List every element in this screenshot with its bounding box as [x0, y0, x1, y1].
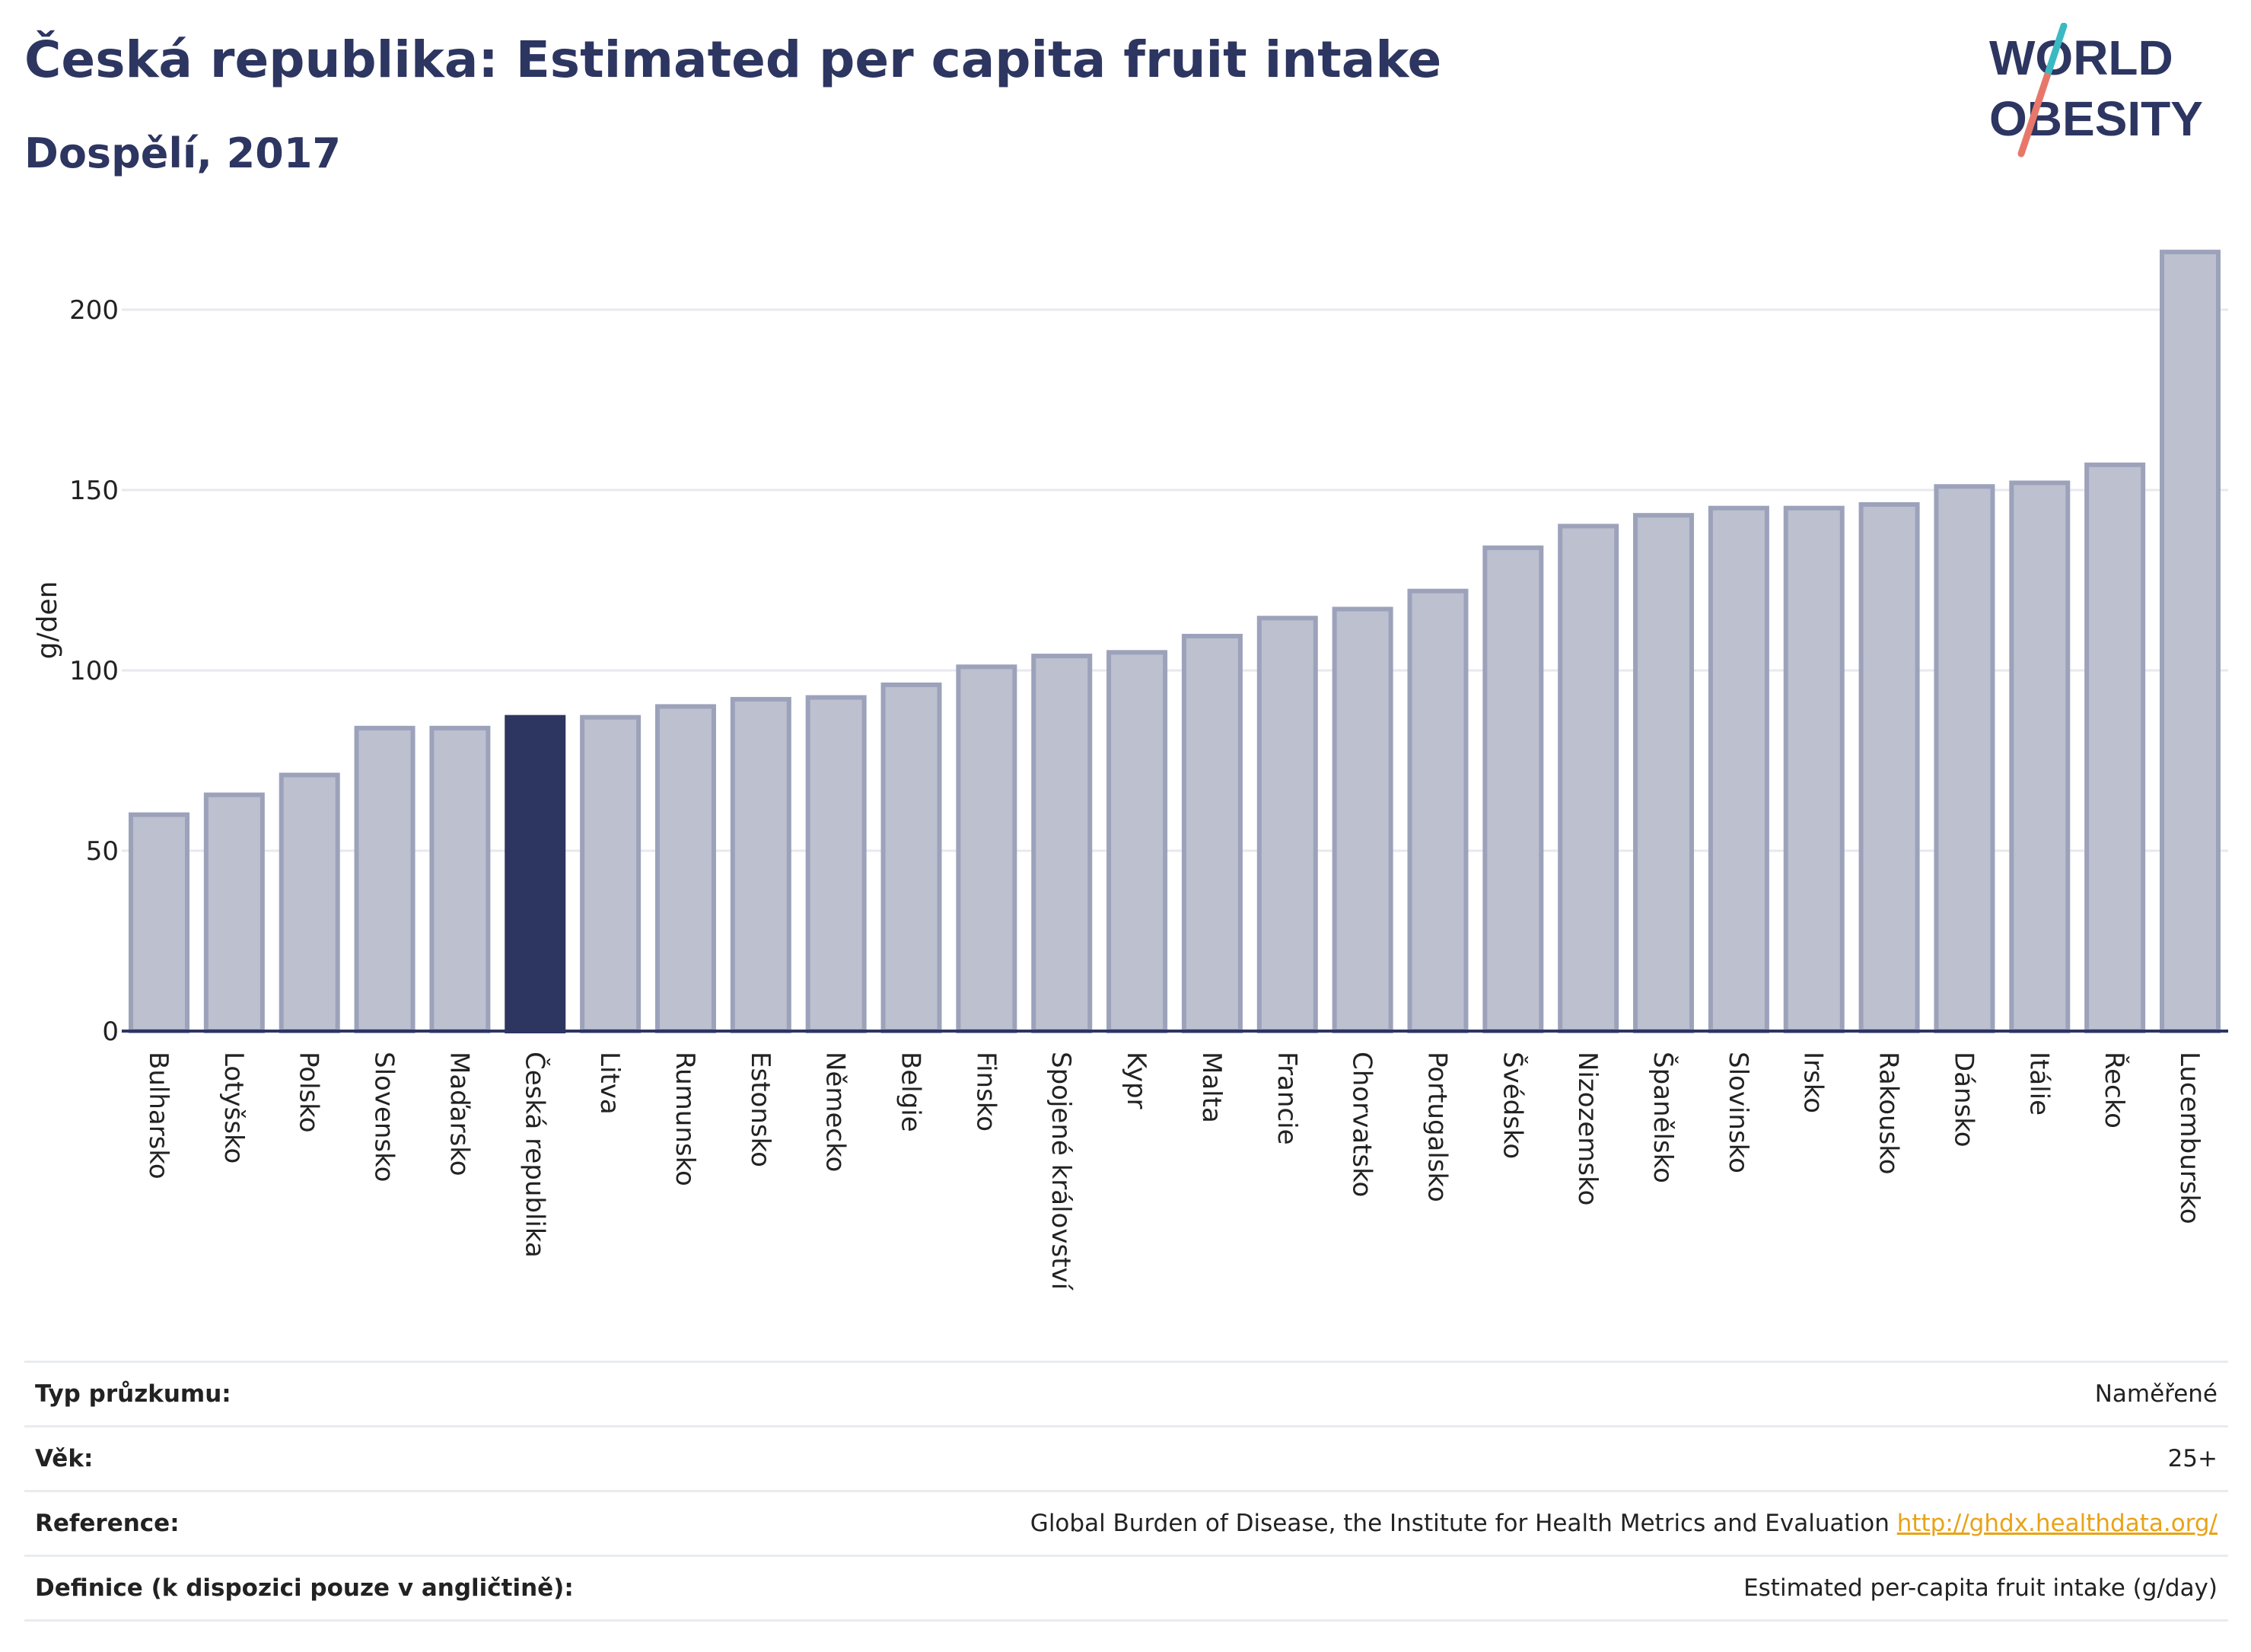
info-row-age: Věk: 25+: [24, 1425, 2228, 1491]
y-tick-label: 100: [69, 656, 119, 686]
bar: [1106, 650, 1168, 1033]
bar: [805, 695, 867, 1033]
x-tick-label: Spojené království: [1046, 1052, 1076, 1291]
bar: [580, 715, 642, 1033]
reference-link[interactable]: http://ghdx.healthdata.org/: [1896, 1510, 2218, 1537]
y-tick-label: 50: [86, 836, 119, 867]
bar: [2160, 250, 2221, 1034]
x-tick-label: Estonsko: [745, 1052, 775, 1167]
info-label: Typ průzkumu:: [24, 1361, 722, 1427]
chart-title: Česká republika: Estimated per capita fr…: [24, 30, 1442, 89]
info-row-reference: Reference: Global Burden of Disease, the…: [24, 1490, 2228, 1556]
logo-line1: WORLD: [1989, 30, 2173, 85]
world-obesity-logo: WORLD OBESITY: [1989, 23, 2203, 158]
x-tick-label: Rakousko: [1874, 1052, 1904, 1175]
x-tick-label: Kypr: [1121, 1052, 1151, 1109]
bar: [730, 696, 791, 1033]
bar: [2084, 462, 2146, 1033]
bar: [429, 725, 491, 1034]
x-tick-label: Belgie: [896, 1052, 926, 1132]
info-value: Estimated per-capita fruit intake (g/day…: [721, 1555, 2228, 1622]
x-tick-label: Česká republika: [519, 1052, 550, 1258]
bar: [1633, 513, 1695, 1033]
x-tick-label: Slovensko: [369, 1052, 400, 1182]
logo-slash-bottom: [2017, 72, 2051, 158]
x-tick-label: Švédsko: [1497, 1052, 1528, 1159]
info-table: Typ průzkumu: Naměřené Věk: 25+ Referenc…: [24, 1361, 2228, 1622]
x-tick-label: Irsko: [1798, 1052, 1829, 1113]
bar: [1181, 633, 1243, 1033]
bar: [505, 715, 566, 1033]
info-label: Reference:: [24, 1490, 722, 1556]
bar: [2009, 480, 2071, 1033]
x-tick-label: Německo: [820, 1052, 851, 1172]
y-tick-labels: 0 50 100 150 200: [69, 295, 119, 1047]
y-tick-label: 200: [69, 295, 119, 326]
bar: [1482, 545, 1544, 1033]
bar: [1934, 484, 1995, 1033]
x-tick-label: Polsko: [294, 1052, 324, 1133]
bar: [203, 792, 265, 1034]
x-tick-label: Maďarsko: [444, 1052, 474, 1176]
x-tick-labels: Bulharsko Lotyšsko Polsko Slovensko Maďarsko…: [143, 1052, 2205, 1291]
info-value: Global Burden of Disease, the Institute …: [721, 1490, 2228, 1556]
bar: [1332, 606, 1393, 1033]
x-tick-label: Lotyšsko: [218, 1052, 249, 1163]
bar-chart: 0 50 100 150 200 Bulharsko Lotyšsko Polsko Slov…: [32, 250, 2228, 1291]
logo-slash-top: [2043, 23, 2068, 80]
x-tick-label: Portugalsko: [1422, 1052, 1452, 1202]
bar: [129, 812, 189, 1033]
info-value: 25+: [721, 1425, 2228, 1491]
bar: [1783, 505, 1845, 1033]
bar: [1407, 588, 1469, 1033]
x-tick-label: Litva: [594, 1052, 625, 1115]
info-label: Věk:: [24, 1425, 722, 1491]
x-tick-label: Bulharsko: [143, 1052, 174, 1179]
x-tick-label: Rumunsko: [670, 1052, 700, 1186]
reference-text: Global Burden of Disease, the Institute …: [1030, 1510, 1890, 1537]
bar: [1256, 616, 1318, 1033]
bar: [956, 664, 1017, 1033]
x-tick-label: Francie: [1272, 1052, 1302, 1145]
bar: [654, 704, 716, 1034]
y-tick-label: 0: [102, 1017, 119, 1047]
info-label: Definice (k dispozici pouze v angličtině…: [24, 1555, 722, 1622]
bar: [279, 772, 340, 1034]
chart-subtitle: Dospělí, 2017: [24, 129, 341, 177]
y-axis-label: g/den: [32, 581, 63, 660]
x-tick-label: Nizozemsko: [1572, 1052, 1603, 1205]
x-tick-label: Finsko: [970, 1052, 1001, 1132]
bar: [1558, 524, 1619, 1033]
info-value: Naměřené: [721, 1361, 2228, 1427]
info-row-survey-type: Typ průzkumu: Naměřené: [24, 1361, 2228, 1427]
bar: [1708, 505, 1769, 1033]
x-tick-label: Malta: [1196, 1052, 1227, 1123]
bars: [129, 250, 2221, 1034]
bar: [1858, 501, 1920, 1033]
bar: [1031, 654, 1093, 1033]
bar: [354, 725, 415, 1034]
x-tick-label: Itálie: [2023, 1052, 2054, 1116]
x-tick-label: Řecko: [2099, 1052, 2130, 1128]
x-tick-label: Chorvatsko: [1347, 1052, 1377, 1197]
bar: [880, 682, 942, 1034]
y-tick-label: 150: [69, 476, 119, 506]
x-tick-label: Španělsko: [1648, 1052, 1679, 1183]
x-tick-label: Slovinsko: [1723, 1052, 1753, 1173]
x-tick-label: Lucembursko: [2174, 1052, 2205, 1224]
info-row-definition: Definice (k dispozici pouze v angličtině…: [24, 1555, 2228, 1622]
x-tick-label: Dánsko: [1948, 1052, 1979, 1147]
